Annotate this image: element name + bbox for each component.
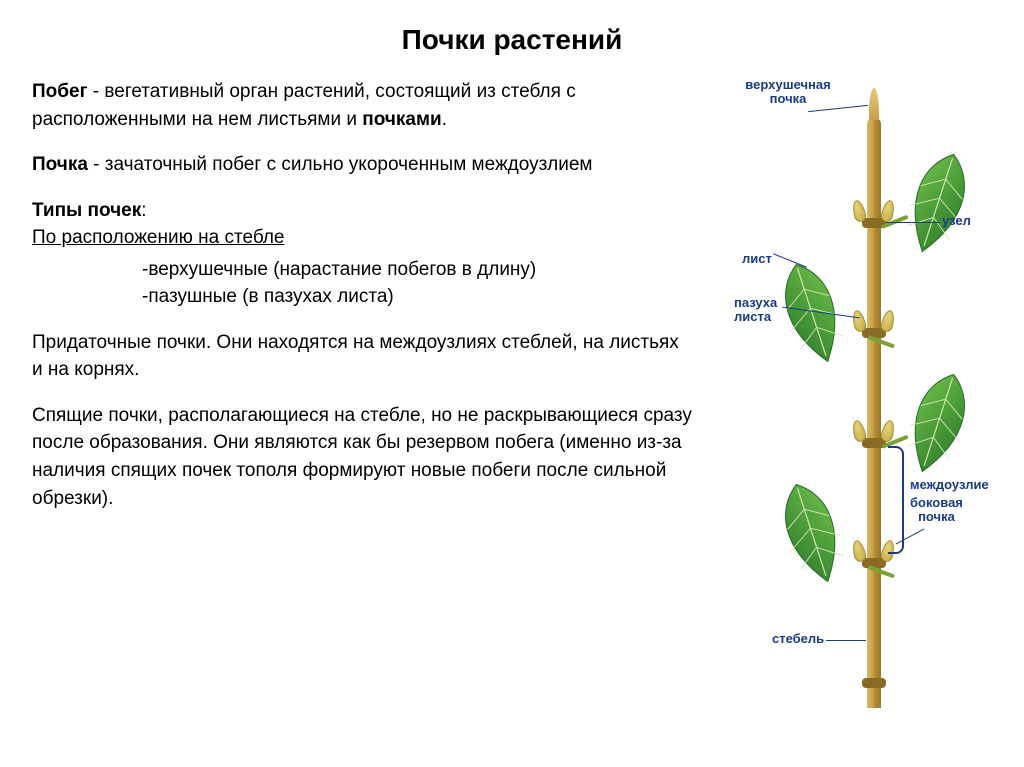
types-heading: Типы почек <box>32 200 141 221</box>
page-title: Почки растений <box>32 24 992 56</box>
label-node: узел <box>942 214 971 228</box>
label-lateral-bud: боковаяпочка <box>910 496 963 525</box>
label-internode: междоузлие <box>910 478 989 492</box>
type-item-1: -пазушные (в пазухах листа) <box>142 286 394 307</box>
label-leaf: лист <box>742 252 772 266</box>
bracket-shape <box>888 446 904 554</box>
content-row: Побег - вегетативный орган растений, сос… <box>32 78 992 738</box>
leaf-shape <box>757 468 867 597</box>
def-pochka-body: - зачаточный побег с сильно укороченным … <box>88 154 593 175</box>
text-column: Побег - вегетативный орган растений, сос… <box>32 78 692 738</box>
leader-line <box>886 222 940 223</box>
term-pochka: Почка <box>32 154 88 175</box>
bud-shape <box>851 199 868 223</box>
label-apical-bud: верхушечнаяпочка <box>728 78 848 107</box>
by-position-heading: По расположению на стебле <box>32 227 285 248</box>
leader-line <box>826 640 866 641</box>
definition-pochka: Почка - зачаточный побег с сильно укороч… <box>32 151 692 179</box>
adventitious-para: Придаточные почки. Они находятся на межд… <box>32 329 692 384</box>
label-axil: пазухалиста <box>734 296 794 325</box>
leaf-shape <box>883 138 993 267</box>
def-pobeг-body: - вегетативный орган растений, состоящий… <box>32 81 576 130</box>
types-block: Типы почек: По расположению на стебле <box>32 197 692 252</box>
types-list: -верхушечные (нарастание побегов в длину… <box>32 256 692 311</box>
stem-shape <box>867 118 881 708</box>
bud-shape <box>851 419 868 443</box>
def-pobeг-tail: почками <box>362 109 441 130</box>
diagram: верхушечнаяпочка узел лист пазухалиста м… <box>712 78 992 738</box>
label-stem: стебель <box>772 632 824 646</box>
node-mark <box>862 678 886 688</box>
term-pobeг: Побег <box>32 81 87 102</box>
bud-shape <box>880 309 897 333</box>
type-item-0: -верхушечные (нарастание побегов в длину… <box>142 259 536 280</box>
dormant-para: Спящие почки, располагающиеся на стебле,… <box>32 402 692 512</box>
definition-pobeг: Побег - вегетативный орган растений, сос… <box>32 78 692 133</box>
